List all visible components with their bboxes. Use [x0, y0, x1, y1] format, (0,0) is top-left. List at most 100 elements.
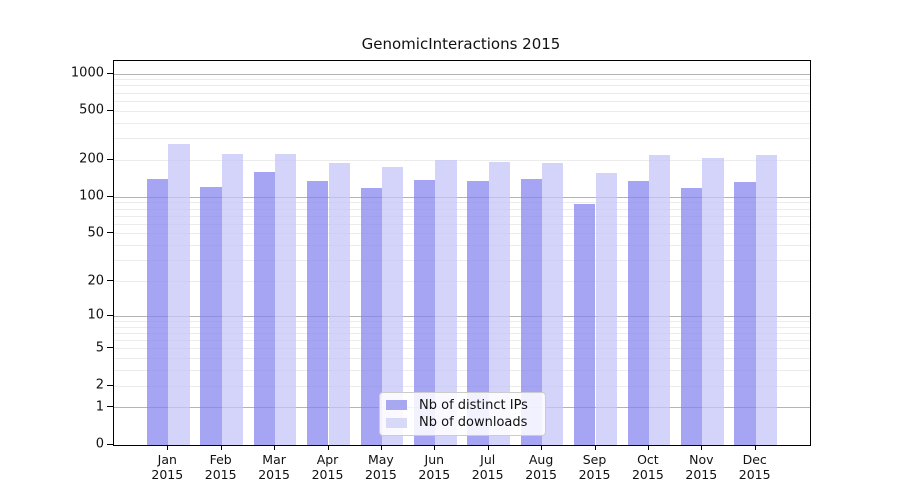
y-tick — [107, 443, 113, 445]
gridline-minor — [114, 202, 810, 204]
gridline-minor — [114, 223, 810, 225]
gridline-minor — [114, 233, 810, 235]
x-tick — [167, 445, 169, 450]
legend-swatch-downloads — [386, 417, 407, 428]
bar-ips-nov — [680, 187, 703, 445]
legend: Nb of distinct IPs Nb of downloads — [379, 392, 546, 436]
bar-ips-feb — [200, 186, 222, 445]
bar-downloads-jul — [488, 161, 511, 445]
y-tick — [107, 406, 113, 408]
y-tick-label: 100 — [79, 188, 104, 204]
legend-swatch-ips — [386, 400, 407, 411]
bar-downloads-nov — [702, 157, 724, 445]
gridline-major — [114, 73, 810, 75]
y-tick — [107, 232, 113, 234]
y-tick-label: 2 — [95, 377, 104, 393]
y-tick — [107, 72, 113, 74]
gridline-minor — [114, 92, 810, 94]
x-tick-label-dec: Dec 2015 — [738, 452, 771, 482]
gridline-minor — [114, 79, 810, 81]
gridline-minor — [114, 340, 810, 341]
x-tick — [380, 445, 382, 450]
bar-downloads-may — [381, 167, 404, 445]
y-tick-label: 1000 — [70, 65, 104, 81]
x-tick-label-jul: Jul 2015 — [471, 452, 504, 482]
x-tick-label-feb: Feb 2015 — [204, 452, 237, 482]
bar-ips-apr — [307, 180, 329, 445]
bar-downloads-sep — [595, 173, 617, 445]
plot-area — [113, 60, 811, 446]
bar-downloads-aug — [542, 163, 564, 445]
bar-downloads-feb — [221, 153, 244, 445]
y-tick — [107, 314, 113, 316]
gridline-minor — [114, 138, 810, 140]
x-tick — [701, 445, 703, 450]
y-tick-label: 500 — [79, 102, 104, 118]
x-tick-label-jun: Jun 2015 — [418, 452, 451, 482]
x-tick-label-jan: Jan 2015 — [151, 452, 184, 482]
y-tick-label: 200 — [79, 151, 104, 167]
y-tick — [107, 195, 113, 197]
bar-downloads-apr — [328, 162, 350, 445]
legend-label-downloads: Nb of downloads — [419, 415, 528, 431]
y-tick-label: 5 — [95, 340, 104, 356]
x-tick — [647, 445, 649, 450]
x-tick — [327, 445, 329, 450]
legend-entry-ips: Nb of distinct IPs — [386, 398, 539, 413]
x-tick-label-sep: Sep 2015 — [578, 452, 611, 482]
y-tick-label: 20 — [87, 273, 104, 288]
y-tick-label: 0 — [95, 436, 104, 452]
x-tick — [220, 445, 222, 450]
gridline-minor — [114, 245, 810, 247]
bar-ips-jan — [146, 178, 169, 445]
gridline-minor — [114, 110, 810, 112]
x-tick — [754, 445, 756, 450]
bar-downloads-mar — [275, 153, 297, 445]
bar-ips-may — [360, 187, 382, 445]
legend-entry-downloads: Nb of downloads — [386, 415, 539, 430]
bar-ips-mar — [253, 172, 276, 445]
y-tick-label: 1 — [95, 399, 104, 415]
x-tick-label-mar: Mar 2015 — [258, 452, 290, 482]
x-tick-label-may: May 2015 — [364, 452, 397, 482]
gridline-minor — [114, 100, 810, 102]
x-tick — [274, 445, 276, 450]
x-tick — [487, 445, 489, 450]
y-tick-label: 50 — [87, 225, 104, 241]
y-tick — [107, 347, 113, 349]
gridline-major — [114, 315, 810, 317]
x-tick-label-apr: Apr 2015 — [311, 452, 344, 482]
gridline-minor — [114, 385, 810, 387]
bar-downloads-jan — [168, 144, 190, 445]
legend-label-ips: Nb of distinct IPs — [419, 397, 528, 413]
y-tick — [107, 109, 113, 111]
x-tick — [541, 445, 543, 450]
gridline-major — [114, 196, 810, 198]
bar-ips-dec — [734, 182, 756, 445]
gridline-minor — [114, 320, 810, 322]
x-tick-label-aug: Aug 2015 — [525, 452, 557, 482]
gridline-minor — [114, 281, 810, 282]
bar-downloads-dec — [755, 154, 778, 445]
x-tick — [434, 445, 436, 450]
gridline-minor — [114, 370, 810, 372]
y-tick — [107, 158, 113, 160]
gridline-minor — [114, 348, 810, 350]
gridline-minor — [114, 159, 810, 161]
gridline-minor — [114, 215, 810, 217]
bar-ips-jul — [467, 181, 489, 445]
x-tick-label-nov: Nov 2015 — [685, 452, 718, 482]
x-tick-label-oct: Oct 2015 — [631, 452, 664, 482]
chart-title: GenomicInteractions 2015 — [361, 35, 561, 53]
gridline-minor — [114, 122, 810, 124]
y-tick — [107, 384, 113, 386]
bar-ips-oct — [627, 181, 649, 445]
x-tick — [594, 445, 596, 450]
bar-ips-aug — [520, 178, 543, 445]
gridline-minor — [114, 358, 810, 360]
y-tick-label: 10 — [87, 307, 104, 323]
bar-downloads-oct — [648, 155, 671, 445]
gridline-minor — [114, 85, 810, 87]
y-tick — [107, 280, 113, 281]
